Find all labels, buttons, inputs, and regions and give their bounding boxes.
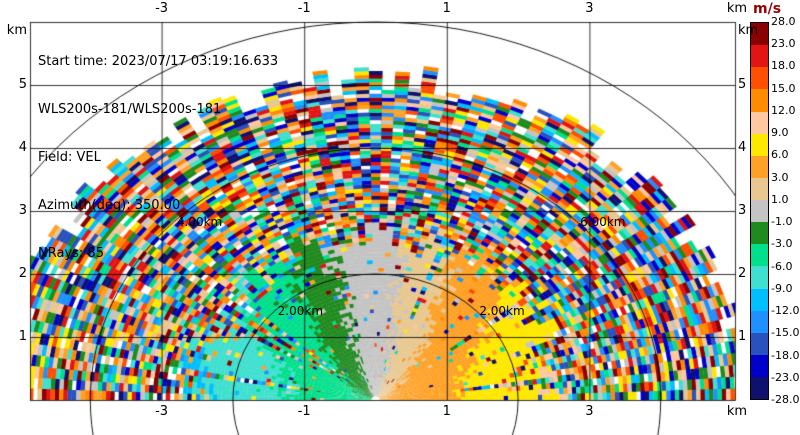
colorbar-segment [751,332,768,355]
colorbar-tick-label: -9.0 [771,281,793,295]
colorbar [750,22,769,400]
x-axis-unit-top: km [726,1,748,16]
scan-info-block: Start time: 2023/07/17 03:19:16.633 WLS2… [38,22,278,294]
x-tick-label-bottom: -3 [155,404,169,419]
range-ring-label: 4.00km [176,214,223,229]
colorbar-segment [751,377,768,400]
range-ring-label: 2.00km [479,303,525,318]
x-tick-label-bottom: 3 [585,404,594,419]
colorbar-segment [751,288,768,311]
x-tick-label-bottom: 1 [442,404,451,419]
colorbar-segment [751,89,768,112]
colorbar-tick-label: -23.0 [771,370,800,384]
y-tick-label-left: 1 [18,329,27,344]
y-tick-label-left: 2 [18,266,27,281]
colorbar-tick-label: 9.0 [771,126,789,140]
y-tick-label-right: 2 [738,266,747,281]
colorbar-tick-label: -1.0 [771,215,793,229]
colorbar-tick-label: -28.0 [771,393,800,406]
range-ring-label: 6.00km [580,214,626,229]
range-ring-label: 2.00km [277,303,324,318]
colorbar-segment [751,244,768,267]
colorbar-unit-label: m/s [753,1,782,17]
y-tick-label-right: 4 [738,140,747,155]
y-tick-label-left: 3 [18,203,27,218]
colorbar-tick-label: -12.0 [771,304,800,318]
scan-nrays: NRays: 85 [38,246,104,261]
x-tick-label-top: -3 [155,1,169,16]
y-tick-label-right: 5 [738,77,747,92]
x-tick-label-top: 3 [585,1,594,16]
y-tick-label-left: 5 [18,77,27,92]
colorbar-segment [751,177,768,200]
colorbar-tick-label: 12.0 [771,103,796,117]
colorbar-segment [751,23,768,46]
colorbar-tick-label: 23.0 [771,37,796,51]
x-axis-unit-bottom: km [726,404,748,419]
y-axis-unit-right: km [738,23,759,38]
colorbar-segment [751,67,768,90]
y-tick-label-right: 3 [738,203,747,218]
scan-azimuth: Azimuth(deg): 350.00 [38,198,181,213]
scan-start-time: Start time: 2023/07/17 03:19:16.633 [38,54,279,69]
x-tick-label-bottom: -1 [297,404,311,419]
colorbar-tick-label: 28.0 [771,15,796,28]
colorbar-segment [751,133,768,156]
colorbar-segment [751,310,768,333]
colorbar-segment [751,354,768,377]
colorbar-tick-label: 15.0 [771,81,796,95]
y-tick-label-right: 1 [738,329,747,344]
colorbar-tick-label: -18.0 [771,348,800,362]
colorbar-tick-label: -3.0 [771,237,793,251]
y-axis-unit-left: km [6,23,27,38]
x-tick-label-top: -1 [297,1,311,16]
colorbar-segment [751,111,768,134]
scan-field: Field: VEL [38,150,101,165]
y-tick-label-left: 4 [18,140,27,155]
colorbar-segment [751,266,768,289]
colorbar-tick-label: 18.0 [771,59,796,73]
colorbar-segment [751,200,768,223]
x-tick-label-top: 1 [442,1,451,16]
colorbar-tick-label: 6.0 [771,148,789,162]
colorbar-segment [751,155,768,178]
colorbar-tick-label: -15.0 [771,326,800,340]
colorbar-segment [751,45,768,68]
colorbar-tick-label: 1.0 [771,192,789,206]
colorbar-segment [751,222,768,245]
colorbar-tick-label: -6.0 [771,259,793,273]
colorbar-tick-label: 3.0 [771,170,789,184]
scan-device-name: WLS200s-181/WLS200s-181 [38,102,222,117]
